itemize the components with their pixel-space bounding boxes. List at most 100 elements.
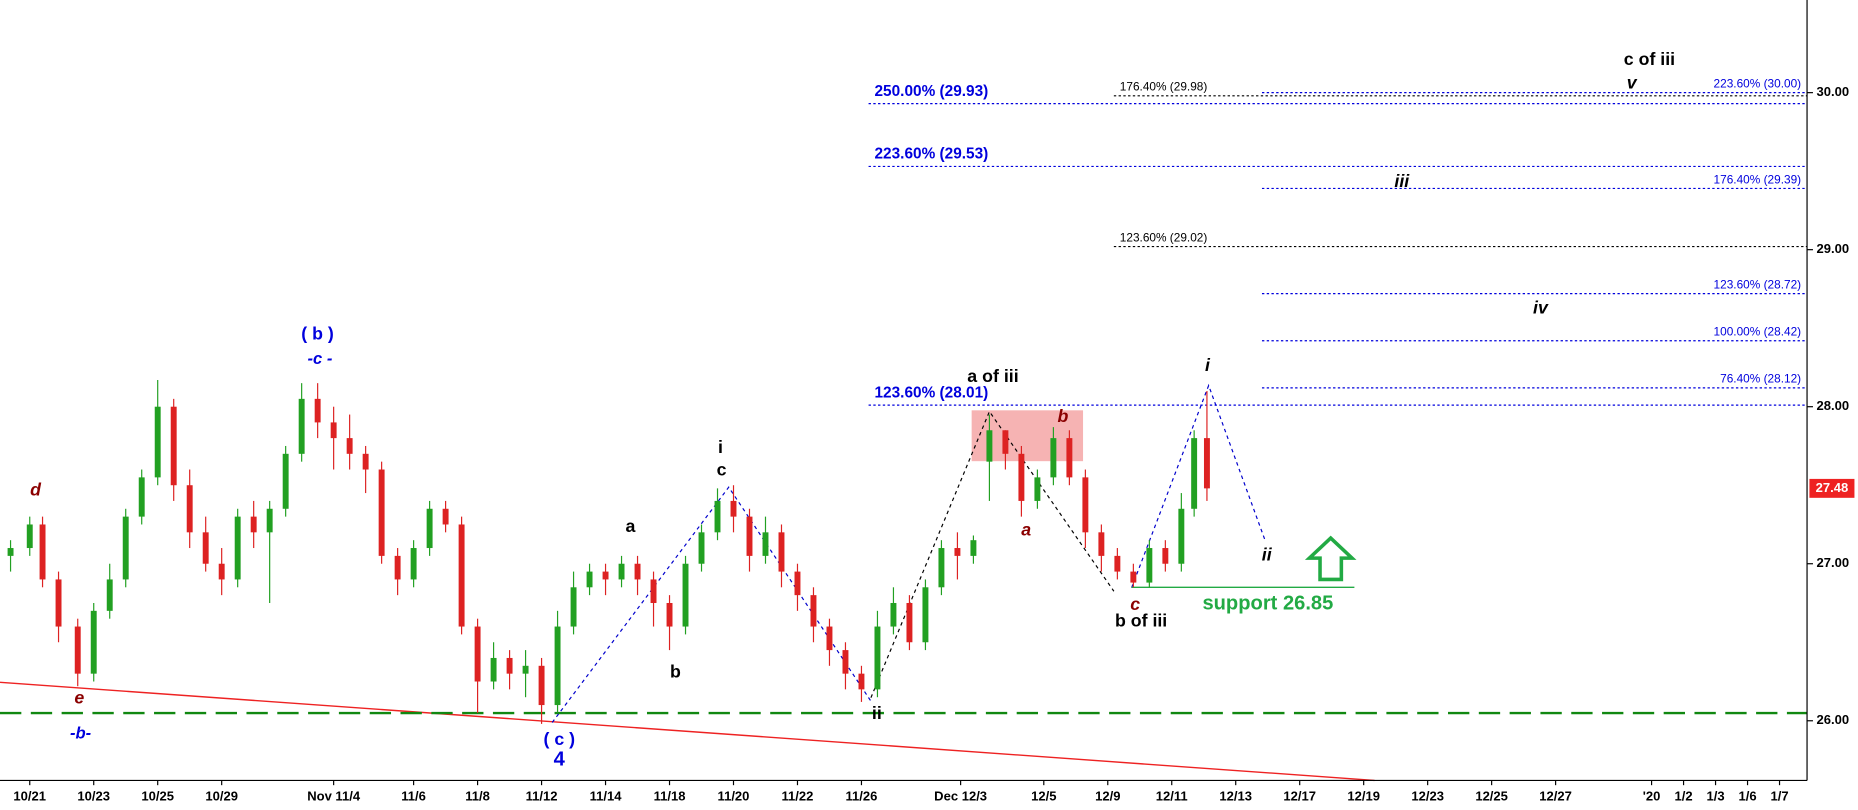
candle-body: [666, 602, 673, 627]
wave-label: b: [1057, 406, 1068, 426]
wave-label: a: [1021, 520, 1031, 540]
y-tick-label: 28.00: [1817, 398, 1850, 413]
candle-body: [762, 532, 769, 556]
candle-body: [426, 508, 433, 549]
x-tick-label: 1/2: [1675, 788, 1693, 803]
candle-body: [74, 626, 81, 674]
x-tick-label: 11/14: [590, 788, 623, 803]
candle-body: [938, 548, 945, 588]
wave-label: ( c ): [543, 729, 575, 749]
candle-body: [39, 524, 46, 580]
wave-path: [1131, 383, 1267, 588]
candle-body: [858, 673, 865, 690]
candle-body: [378, 469, 385, 556]
x-tick-label: 11/18: [654, 788, 686, 803]
x-tick-label: 11/12: [526, 788, 558, 803]
candle-body: [234, 516, 241, 580]
candle-body: [55, 579, 62, 627]
wave-label: a of iii: [967, 366, 1018, 386]
y-tick-label: 29.00: [1817, 241, 1850, 256]
candle-body: [538, 665, 545, 706]
x-tick-label: 12/23: [1411, 788, 1444, 803]
candle-body: [826, 626, 833, 651]
candle-body: [1162, 548, 1169, 564]
candle-body: [202, 532, 209, 564]
candle-body: [1066, 438, 1073, 478]
candle-body: [1130, 571, 1137, 583]
candle-body: [986, 430, 993, 462]
candle-body: [682, 563, 689, 627]
candle-body: [842, 650, 849, 674]
up-arrow: [1304, 535, 1357, 582]
candle-body: [106, 579, 113, 611]
candle-body: [714, 500, 721, 533]
candle-body: [442, 508, 449, 525]
x-tick-label: '20: [1643, 788, 1661, 803]
x-tick-label: 10/25: [141, 788, 174, 803]
candle-body: [250, 516, 257, 533]
wave-label: i: [718, 437, 723, 457]
candle-body: [506, 657, 513, 674]
candle-body: [1082, 477, 1089, 533]
candle-body: [218, 563, 225, 580]
x-tick-label: 1/6: [1738, 788, 1756, 803]
candle-body: [346, 438, 353, 454]
x-tick-label: 1/7: [1770, 788, 1788, 803]
candle-body: [634, 563, 641, 580]
candle-body: [810, 595, 817, 627]
trend-line: [0, 681, 1375, 782]
candle-body: [362, 453, 369, 470]
candle-body: [26, 524, 33, 549]
candle-body: [1203, 438, 1210, 489]
x-tick-label: 12/25: [1475, 788, 1508, 803]
wave-label: iv: [1533, 297, 1549, 317]
candle-body: [794, 571, 801, 596]
wave-label: v: [1627, 73, 1638, 93]
candle-body: [7, 548, 14, 556]
wave-label: a: [625, 516, 635, 536]
candle-body: [1146, 548, 1153, 583]
candle-body: [138, 477, 145, 517]
wave-label: 4: [554, 749, 566, 771]
candle-body: [522, 665, 529, 674]
candle-body: [570, 587, 577, 627]
wave-path: [551, 486, 872, 723]
candle-body: [1050, 438, 1057, 478]
candle-body: [874, 626, 881, 690]
x-tick-label: 12/11: [1156, 788, 1188, 803]
x-tick-label: 11/6: [401, 788, 426, 803]
x-tick-label: 12/5: [1031, 788, 1056, 803]
candle-body: [730, 500, 737, 517]
wave-label: d: [30, 479, 42, 499]
fib-label: 176.40% (29.98): [1120, 80, 1208, 94]
candle-body: [154, 406, 161, 478]
candle-body: [474, 626, 481, 682]
candle-body: [906, 602, 913, 643]
candle-body: [602, 571, 609, 580]
fib-label: 123.60% (28.72): [1714, 278, 1802, 292]
last-price-box: [1809, 478, 1855, 498]
candle-body: [314, 398, 321, 423]
x-tick-label: 12/19: [1347, 788, 1380, 803]
candle-body: [1178, 508, 1185, 564]
fib-label: 123.60% (28.01): [874, 384, 988, 401]
fib-label: 76.40% (28.12): [1720, 372, 1801, 386]
y-tick-label: 26.00: [1817, 712, 1850, 727]
candle-body: [1191, 438, 1198, 509]
wave-label: b: [670, 662, 681, 682]
x-tick-label: Nov 11/4: [307, 788, 361, 803]
x-tick-label: 1/3: [1707, 788, 1725, 803]
x-tick-label: Dec 12/3: [934, 788, 987, 803]
candle-body: [618, 563, 625, 580]
wave-label: -b-: [70, 724, 92, 743]
y-tick-label: 27.00: [1817, 555, 1850, 570]
wave-label: e: [74, 688, 84, 708]
candle-body: [266, 508, 273, 533]
candle-body: [554, 626, 561, 706]
candle-body: [186, 485, 193, 533]
wave-label: -c -: [308, 349, 333, 368]
x-tick-label: 10/29: [205, 788, 238, 803]
x-tick-label: 11/26: [846, 788, 878, 803]
support-label: support 26.85: [1202, 593, 1333, 615]
